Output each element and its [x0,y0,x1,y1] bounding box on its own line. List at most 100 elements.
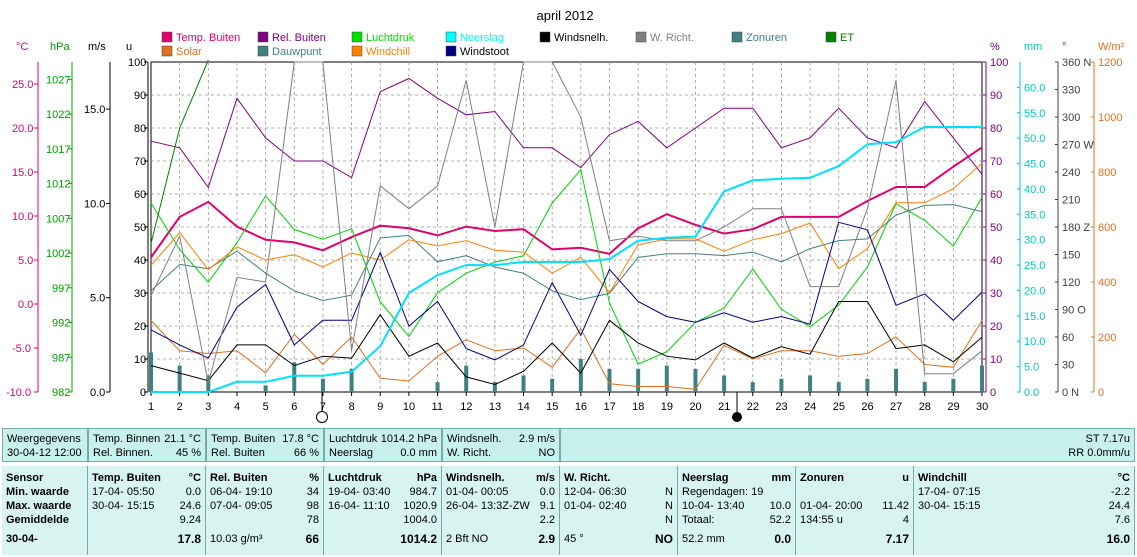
deg-tick-label: 30 [1062,360,1074,372]
stat-label: 01-04- 20:00 [800,500,863,512]
stat-unit: % [309,472,319,484]
x-tick-label: 1 [148,401,154,413]
stat-label: 45 ° [564,533,584,545]
luchtdruk-cell: Luchtdruk 1014.2 hPa Neerslag 0.0 mm [324,428,442,462]
stat-value: 52.2 [769,514,791,526]
zonuren-bar [607,368,612,392]
pct-tick-label: 50 [990,222,1002,234]
x-tick-label: 8 [349,401,355,413]
stat-head: Windsnelh. [446,472,505,484]
stat-label: 30-04- 15:15 [92,500,155,512]
x-tick-label: 11 [432,401,443,413]
u-tick-label: 50 [134,222,146,234]
zonuren-bar [521,375,526,392]
hpa-tick-label: 1017 [46,144,70,156]
deg-tick-label: 330 [1062,85,1080,97]
x-tick-label: 22 [747,401,759,413]
stat-head: Neerslag [682,472,729,484]
x-tick-label: 5 [263,401,269,413]
temp_c-tick-label: 5.0 [18,255,33,267]
mm-tick-label: 30.0 [1024,235,1045,247]
legend-label: Dauwpunt [272,46,322,58]
x-tick-label: 7 [320,401,326,413]
hpa-tick-label: 992 [52,318,70,330]
stat-label: 26-04- 13:3Z-ZW [446,500,530,512]
stat-label: 19-04- 03:40 [328,486,391,498]
legend-swatch [825,31,837,43]
legend-label: W. Richt. [650,32,694,44]
stat-value: 7.17 [885,532,909,546]
pct-tick-label: 90 [990,90,1002,102]
pct-tick-label: 80 [990,123,1002,135]
stat-head: W. Richt. [564,472,611,484]
sensor-title: Sensor [6,472,44,484]
stat-unit: °C [1117,472,1130,484]
zonuren-bar [664,365,669,392]
windsnelh-cell: Windsnelh. 2.9 m/s W. Richt. NO [442,428,560,462]
stat-label: 17-04- 07:15 [918,486,981,498]
wm2-tick-label: 800 [1098,167,1116,179]
summary-table: Weergegevens 30-04-12 12:00 Temp. Binnen… [0,428,1137,557]
u-tick-label: 20 [134,321,146,333]
x-tick-label: 14 [518,401,530,413]
stat-label: 2 Bft NO [446,533,489,545]
weather-chart: april 2012 1 2 3 4 5 6 7 8 9 10 11 12 13 14 15 16 17 18 19 2… [6,8,1125,423]
stat-column-4: Windsnelh. m/s 01-04- 00:05 0.0 26-04- 13:3Z… [442,466,560,555]
deg-tick-label: 210 [1062,195,1080,207]
stat-column-6: Neerslag mm Regendagen: 19 10-04- 13:40 10.0… [678,466,796,555]
pct-tick-label: 60 [990,189,1002,201]
pct-tick-label: 40 [990,255,1002,267]
ms-tick-label: 5.0 [90,293,105,305]
x-tick-label: 3 [205,401,211,413]
stat-label: 16-04- 11:10 [328,500,390,512]
stat-column-1: Temp. Buiten °C 17-04- 05:50 0.0 30-04- 15:1… [88,466,206,555]
x-tick-label: 10 [403,401,415,413]
temp-buiten-label: Temp. Buiten [211,433,276,445]
x-tick-label: 16 [575,401,587,413]
zonuren-bar [808,375,813,392]
zonuren-bar [292,362,297,392]
zonuren-bar [980,365,984,392]
u-axis-title: u [126,41,132,53]
stat-head: Zonuren [800,472,844,484]
x-tick-label: 27 [890,401,902,413]
stat-value: 78 [306,514,319,526]
series-luchtdruk [150,168,983,365]
x-tick-label: 19 [661,401,673,413]
u-tick-label: 30 [134,288,146,300]
deg-axis-title: ° [1062,41,1066,53]
ms-tick-label: 15.0 [84,104,105,116]
stat-unit: °C [188,472,201,484]
full-moon-icon [316,411,328,423]
stat-head: Luchtdruk [328,472,382,484]
stat-label: Regendagen: 19 [682,486,764,498]
mm-tick-label: 55.0 [1024,108,1045,120]
rel-binnen-value: 45 % [175,447,201,459]
stat-value: NO [655,532,673,546]
hpa-tick-label: 997 [52,283,70,295]
legend-label: ET [840,32,854,44]
wm2-tick-label: 200 [1098,332,1116,344]
zonuren-bar [951,378,956,392]
stat-value: 11.42 [882,500,909,512]
temp-binnen-label: Temp. Binnen [93,433,161,445]
x-tick-label: 15 [546,401,558,413]
hpa-tick-label: 1002 [46,248,70,260]
zonuren-bar [435,382,440,392]
temp_c-tick-label: 20.0 [12,123,33,135]
legend-label: Solar [176,46,202,58]
stat-value: N [665,514,673,526]
stat-label: 06-04- 19:10 [210,486,273,498]
hpa-axis-title: hPa [50,41,70,53]
sensor-today: 30-04- [6,533,38,545]
zonuren-bar [263,385,268,392]
legend-label: Neerslag [460,32,504,44]
stat-value: 66 [305,532,319,546]
rel-buiten-label: Rel. Buiten [211,447,265,459]
u-tick-label: 0 [140,387,146,399]
series-windsnelh- [150,301,983,386]
wm2-tick-label: 1200 [1098,57,1122,69]
stat-label: 01-04- 02:40 [564,500,627,512]
ms-tick-label: 0.0 [90,387,105,399]
temp_c-tick-label: 15.0 [12,167,33,179]
